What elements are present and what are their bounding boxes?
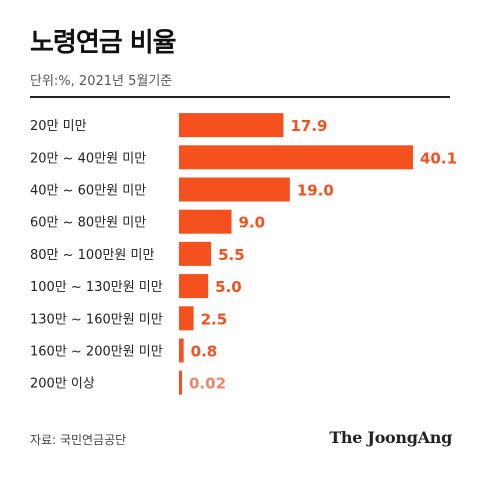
- bar: [179, 338, 184, 363]
- value-label: 0.8: [191, 343, 218, 361]
- bar: [179, 306, 194, 331]
- category-label: 60만 ~ 80만원 미만: [30, 216, 146, 231]
- value-label: 5.0: [215, 278, 242, 296]
- value-label: 9.0: [239, 214, 266, 232]
- chart-title: 노령연금 비율: [30, 28, 177, 58]
- bar: [179, 209, 232, 234]
- category-label: 80만 ~ 100만원 미만: [30, 248, 154, 263]
- category-label: 200만 이상: [30, 377, 95, 392]
- value-label: 2.5: [201, 310, 228, 328]
- chart-subtitle: 단위:%, 2021년 5월기준: [30, 74, 173, 89]
- category-label: 130만 ~ 160만원 미만: [30, 312, 163, 327]
- value-label: 19.0: [297, 182, 334, 200]
- bar: [179, 370, 182, 395]
- bar: [179, 274, 209, 299]
- category-label: 160만 ~ 200만원 미만: [30, 345, 163, 360]
- category-label: 20만 미만: [30, 119, 87, 134]
- bar: [179, 177, 290, 202]
- value-label: 40.1: [420, 149, 457, 167]
- category-label: 40만 ~ 60만원 미만: [30, 184, 146, 199]
- bar: [179, 145, 413, 170]
- category-label: 100만 ~ 130만원 미만: [30, 280, 163, 295]
- value-label: 5.5: [218, 246, 245, 264]
- value-label: 0.02: [189, 375, 226, 393]
- title-divider: [30, 96, 450, 98]
- source-note: 자료: 국민연금공단: [30, 433, 127, 447]
- bar: [179, 241, 212, 266]
- value-label: 17.9: [290, 117, 327, 135]
- publisher-logo: The JoongAng: [329, 428, 452, 447]
- bar: [179, 113, 284, 138]
- category-label: 20만 ~ 40만원 미만: [30, 151, 146, 166]
